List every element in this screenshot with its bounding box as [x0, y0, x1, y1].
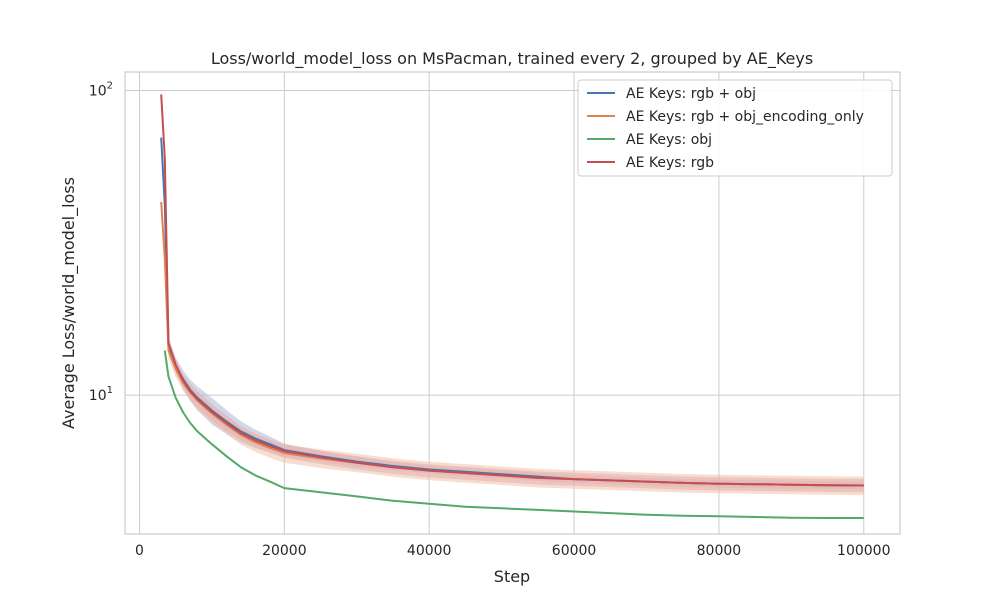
series-line — [160, 94, 864, 487]
x-tick-label: 0 — [135, 543, 144, 559]
x-tick-label: 60000 — [552, 543, 597, 559]
chart-title: Loss/world_model_loss on MsPacman, train… — [211, 49, 813, 69]
series-line — [163, 350, 864, 519]
legend-label: AE Keys: rgb — [626, 155, 714, 171]
legend: AE Keys: rgb + obj AE Keys: rgb + obj_enc… — [577, 79, 893, 177]
plot-area — [124, 71, 901, 535]
y-tick-label: 101 — [89, 385, 113, 404]
x-tick-label: 100000 — [837, 543, 890, 559]
x-tick-label: 40000 — [407, 543, 452, 559]
x-axis-label: Step — [494, 567, 530, 586]
legend-label: AE Keys: rgb + obj_encoding_only — [626, 109, 864, 125]
x-tick-label: 80000 — [697, 543, 742, 559]
legend-box — [577, 79, 893, 177]
legend-label: AE Keys: rgb + obj — [626, 86, 756, 102]
x-tick-label: 20000 — [262, 543, 307, 559]
legend-label: AE Keys: obj — [626, 132, 712, 148]
y-tick-label: 102 — [89, 80, 113, 99]
y-axis-label: Average Loss/world_model_loss — [59, 177, 79, 429]
